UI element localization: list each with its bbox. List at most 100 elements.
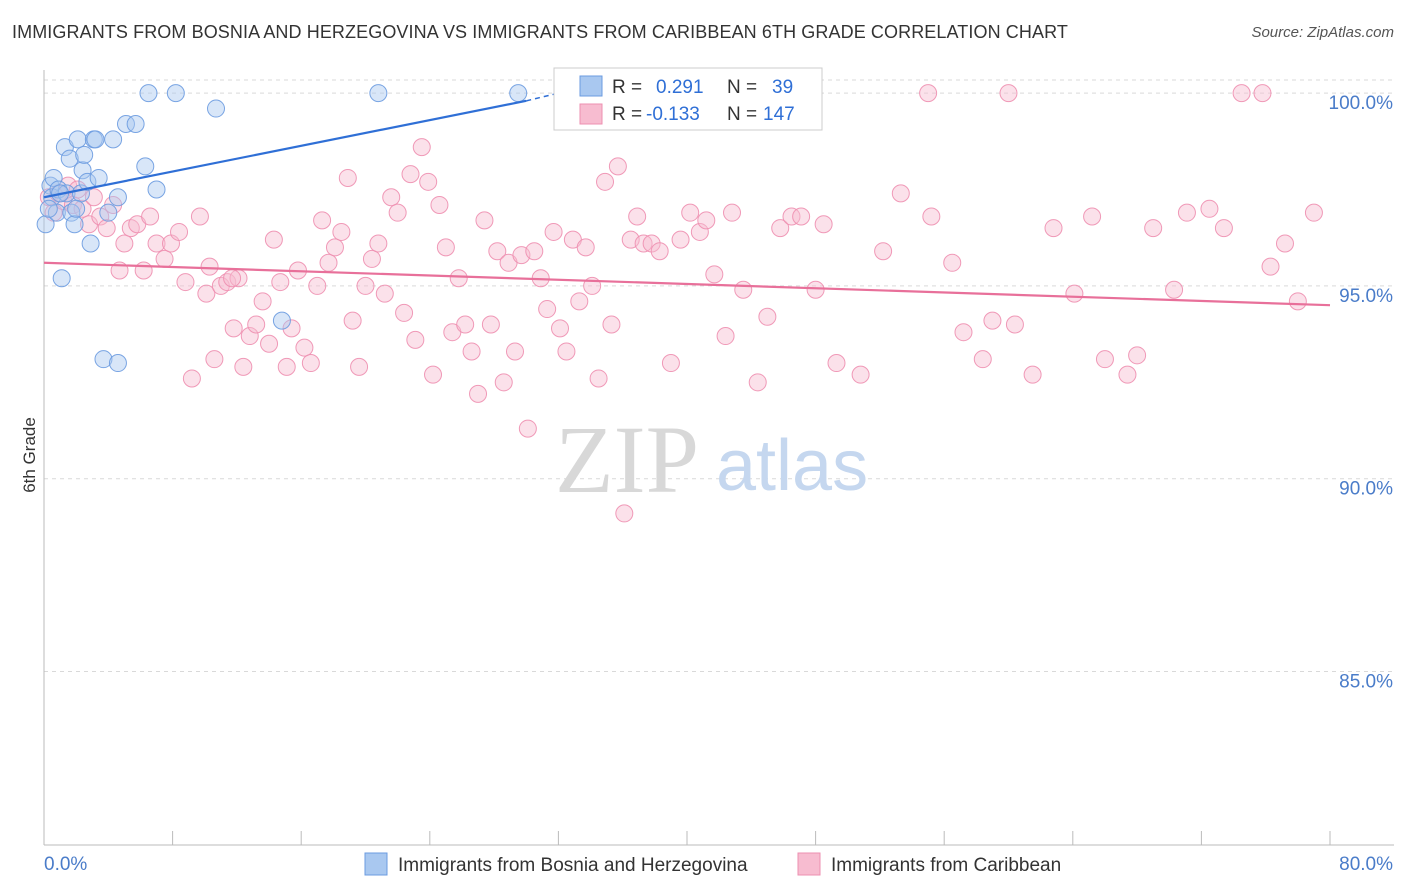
bosnia-point <box>36 215 55 234</box>
bosnia-point <box>126 114 145 133</box>
caribbean-point <box>1044 219 1063 238</box>
caribbean-point <box>277 357 296 376</box>
caribbean-point <box>449 269 468 288</box>
caribbean-point <box>419 172 438 191</box>
caribbean-point <box>814 215 833 234</box>
caribbean-point <box>141 207 160 226</box>
caribbean-point <box>570 292 589 311</box>
bosnia-point <box>139 84 158 103</box>
y-axis-label: 6th Grade <box>20 417 39 493</box>
bosnia-point <box>99 203 118 222</box>
bosnia-point <box>116 114 135 133</box>
legend-n-value-caribbean: 147 <box>763 104 795 125</box>
bosnia-point <box>108 354 127 373</box>
caribbean-point <box>430 195 449 214</box>
chart-title: IMMIGRANTS FROM BOSNIA AND HERZEGOVINA V… <box>12 22 1068 42</box>
caribbean-point <box>1253 84 1272 103</box>
stats-legend: R = 0.291 N = 39 R = -0.133 N = 147 <box>553 67 823 131</box>
caribbean-point <box>827 354 846 373</box>
caribbean-point <box>771 219 790 238</box>
y-tick-label: 85.0% <box>1339 671 1393 692</box>
source-label: Source: ZipAtlas.com <box>1251 24 1394 41</box>
caribbean-point <box>223 269 242 288</box>
caribbean-point <box>436 238 455 257</box>
caribbean-point <box>1261 257 1280 276</box>
caribbean-point <box>73 199 92 218</box>
caribbean-point <box>922 207 941 226</box>
caribbean-point <box>253 292 272 311</box>
caribbean-point <box>874 242 893 261</box>
caribbean-point <box>356 276 375 295</box>
caribbean-point <box>551 319 570 338</box>
caribbean-point <box>382 188 401 207</box>
caribbean-point <box>469 384 488 403</box>
bosnia-point <box>86 130 105 149</box>
tick-labels: 85.0% 90.0% 95.0% 100.0% 0.0% 80.0% <box>44 93 1393 875</box>
y-tick-label: 95.0% <box>1339 286 1393 307</box>
caribbean-point <box>748 373 767 392</box>
caribbean-point <box>891 184 910 203</box>
caribbean-point <box>608 157 627 176</box>
bosnia-point <box>68 130 87 149</box>
caribbean-point <box>681 203 700 222</box>
bosnia-points <box>36 84 528 373</box>
watermark-atlas: atlas <box>716 426 868 506</box>
caribbean-point <box>1214 219 1233 238</box>
bosnia-point <box>108 188 127 207</box>
caribbean-points <box>39 84 1323 523</box>
bosnia-point <box>60 149 79 168</box>
caribbean-point <box>475 211 494 230</box>
caribbean-point <box>301 354 320 373</box>
bosnia-point <box>147 180 166 199</box>
caribbean-point <box>264 230 283 249</box>
legend-r-label-bosnia: R = <box>612 77 642 98</box>
caribbean-point <box>97 219 116 238</box>
caribbean-point <box>481 315 500 334</box>
caribbean-point <box>557 342 576 361</box>
caribbean-point <box>247 315 266 334</box>
caribbean-point <box>155 249 174 268</box>
caribbean-point <box>197 284 216 303</box>
caribbean-point <box>332 222 351 241</box>
caribbean-point <box>134 261 153 280</box>
caribbean-point <box>190 207 209 226</box>
caribbean-point <box>851 365 870 384</box>
legend-r-value-caribbean: -0.133 <box>646 104 700 125</box>
caribbean-point <box>362 249 381 268</box>
caribbean-point <box>999 84 1018 103</box>
caribbean-point <box>406 330 425 349</box>
caribbean-point <box>943 253 962 272</box>
caribbean-point <box>589 369 608 388</box>
caribbean-point <box>792 207 811 226</box>
caribbean-point <box>525 242 544 261</box>
caribbean-point <box>176 273 195 292</box>
bosnia-point <box>104 130 123 149</box>
caribbean-point <box>388 203 407 222</box>
caribbean-point <box>295 338 314 357</box>
legend-r-value-bosnia: 0.291 <box>656 77 704 98</box>
caribbean-point <box>282 319 301 338</box>
bosnia-point <box>65 215 84 234</box>
caribbean-point <box>494 373 513 392</box>
legend-swatch-caribbean <box>579 103 603 125</box>
caribbean-point <box>615 504 634 523</box>
bosnia-point <box>78 172 97 191</box>
caribbean-point <box>538 300 557 319</box>
caribbean-point <box>576 238 595 257</box>
bosnia-point <box>44 168 63 187</box>
caribbean-point <box>338 168 357 187</box>
bosnia-point <box>39 199 58 218</box>
caribbean-point <box>650 242 669 261</box>
caribbean-point <box>628 207 647 226</box>
caribbean-point <box>424 365 443 384</box>
bosnia-point <box>509 84 528 103</box>
caribbean-point <box>1023 365 1042 384</box>
y-tick-label: 100.0% <box>1329 93 1394 114</box>
caribbean-point <box>488 242 507 261</box>
series-legend: Immigrants from Bosnia and Herzegovina I… <box>364 852 1061 876</box>
x-tick-label-min: 0.0% <box>44 854 87 875</box>
legend-n-label-bosnia: N = <box>727 77 757 98</box>
caribbean-point <box>697 211 716 230</box>
caribbean-point <box>462 342 481 361</box>
caribbean-point <box>954 323 973 342</box>
